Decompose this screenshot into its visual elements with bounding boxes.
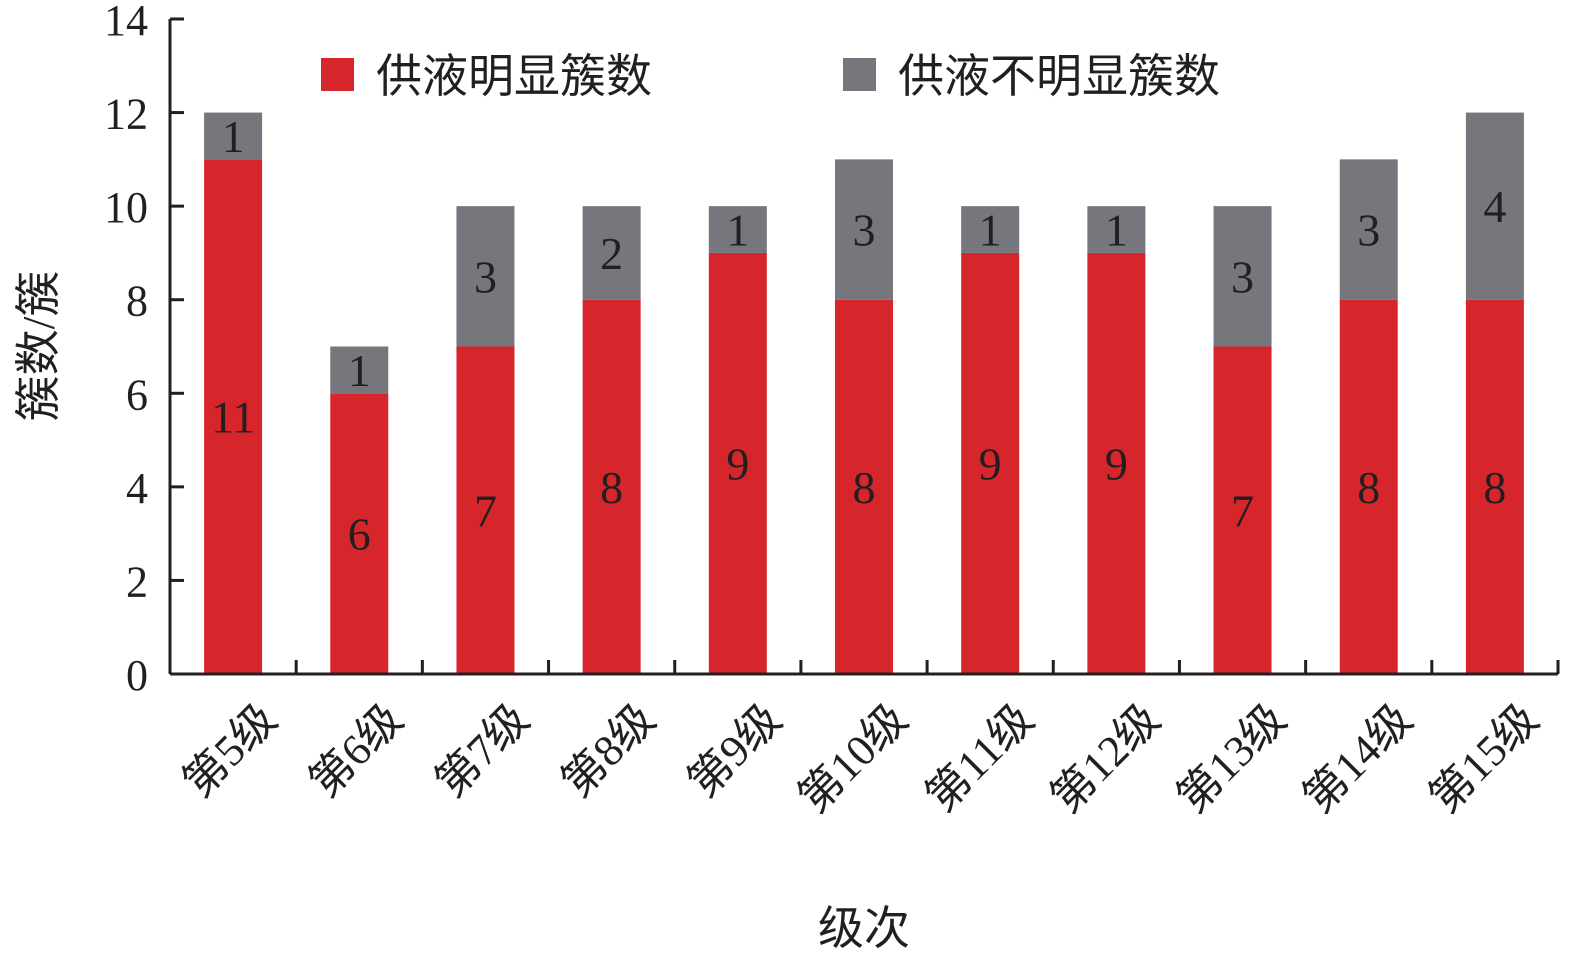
- bar-value-label: 8: [1357, 462, 1380, 513]
- bar-value-label: 1: [222, 111, 245, 162]
- x-tick-label: 第8级: [552, 694, 664, 806]
- bar-value-label: 1: [979, 205, 1002, 256]
- legend-swatch: [843, 58, 876, 91]
- bar-supplied-10: [1465, 299, 1524, 674]
- bar-unsupplied-6: [961, 206, 1020, 253]
- bar-value-label: 11: [211, 392, 255, 443]
- x-tick-label: 第12级: [1041, 694, 1169, 822]
- bar-value-label: 7: [474, 485, 497, 536]
- bar-value-label: 4: [1483, 181, 1506, 232]
- x-tick-label: 第6级: [300, 694, 412, 806]
- bar-value-label: 8: [600, 462, 623, 513]
- y-tick-label: 12: [104, 90, 148, 139]
- bar-supplied-6: [961, 252, 1020, 674]
- bar-value-label: 3: [853, 205, 876, 256]
- y-tick-label: 4: [126, 464, 148, 513]
- bar-unsupplied-7: [1087, 206, 1146, 253]
- bar-value-label: 1: [726, 205, 749, 256]
- x-tick-label: 第9级: [678, 694, 790, 806]
- bar-supplied-4: [708, 252, 767, 674]
- bar-value-label: 3: [1357, 205, 1380, 256]
- bar-unsupplied-1: [330, 346, 389, 394]
- y-tick-label: 0: [126, 651, 148, 700]
- legend-label: 供液不明显簇数: [898, 51, 1220, 102]
- bar-supplied-5: [835, 299, 893, 674]
- x-tick-label: 第7级: [426, 694, 538, 806]
- bar-supplied-3: [582, 299, 641, 674]
- x-tick-label: 第13级: [1168, 694, 1296, 822]
- x-tick-label: 第10级: [789, 694, 917, 822]
- y-tick-label: 8: [126, 277, 148, 326]
- bar-unsupplied-5: [835, 159, 893, 300]
- y-tick-label: 2: [126, 557, 148, 606]
- bar-value-label: 1: [1105, 205, 1128, 256]
- y-tick-label: 14: [104, 0, 148, 45]
- bar-supplied-7: [1087, 252, 1146, 674]
- bar-value-label: 9: [726, 438, 749, 489]
- bar-supplied-0: [204, 159, 263, 674]
- x-tick-label: 第5级: [174, 694, 286, 806]
- y-tick-label: 6: [126, 370, 148, 419]
- y-tick-label: 10: [104, 183, 148, 232]
- bar-supplied-8: [1213, 346, 1272, 674]
- legend-swatch: [321, 58, 354, 91]
- x-tick-label: 第15级: [1420, 694, 1548, 822]
- bar-unsupplied-8: [1213, 206, 1272, 347]
- y-axis-title: 簇数/簇: [13, 271, 64, 422]
- bar-supplied-2: [456, 346, 515, 674]
- bar-unsupplied-2: [456, 206, 515, 347]
- bar-value-label: 1: [348, 345, 371, 396]
- bar-supplied-1: [330, 393, 389, 674]
- bar-supplied-9: [1339, 299, 1398, 674]
- bar-value-label: 6: [348, 509, 371, 560]
- x-tick-label: 第11级: [916, 694, 1043, 821]
- legend-label: 供液明显簇数: [376, 51, 652, 102]
- bar-value-label: 2: [600, 228, 623, 279]
- bar-value-label: 9: [1105, 438, 1128, 489]
- bar-unsupplied-9: [1339, 159, 1398, 300]
- bar-unsupplied-3: [582, 206, 641, 300]
- bar-value-label: 9: [979, 438, 1002, 489]
- bar-value-label: 8: [853, 462, 876, 513]
- bar-value-label: 7: [1231, 485, 1254, 536]
- bar-unsupplied-0: [204, 112, 263, 160]
- bar-unsupplied-10: [1465, 112, 1524, 300]
- bar-unsupplied-4: [708, 206, 767, 253]
- x-tick-label: 第14级: [1294, 694, 1422, 822]
- bar-value-label: 3: [1231, 251, 1254, 302]
- bar-value-label: 8: [1483, 462, 1506, 513]
- x-axis-title: 级次: [818, 903, 910, 954]
- bar-value-label: 3: [474, 251, 497, 302]
